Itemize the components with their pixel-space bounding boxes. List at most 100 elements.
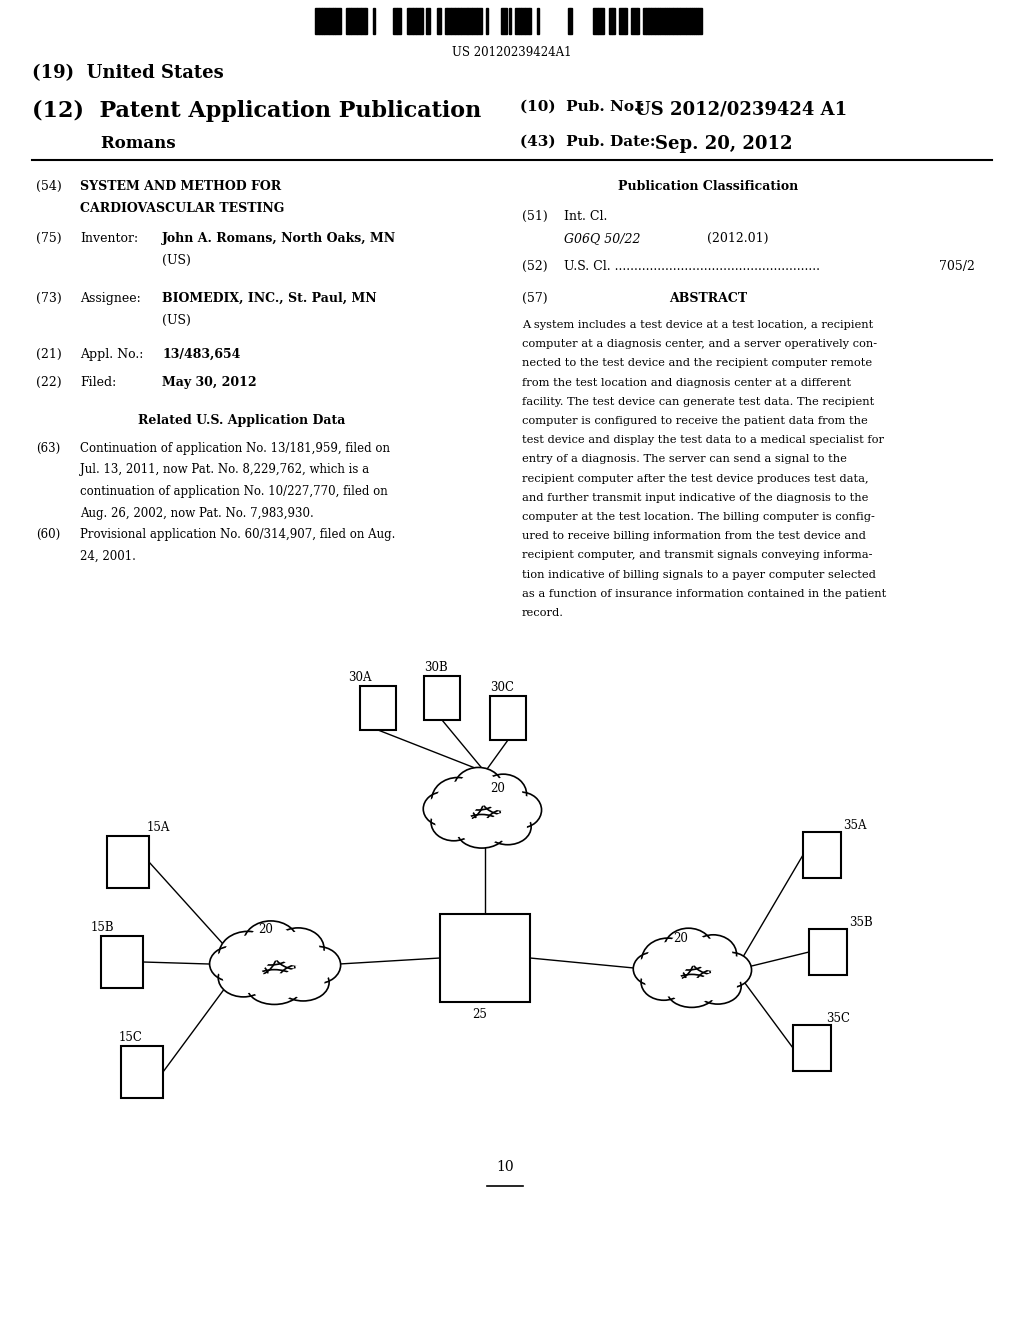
- Text: 15A: 15A: [147, 821, 170, 834]
- Bar: [668, 8, 670, 34]
- Bar: [793, 1026, 831, 1071]
- Bar: [646, 8, 647, 34]
- Text: 30B: 30B: [424, 661, 447, 675]
- Bar: [696, 8, 698, 34]
- Bar: [612, 8, 614, 34]
- Ellipse shape: [669, 932, 709, 966]
- Text: (43)  Pub. Date:: (43) Pub. Date:: [520, 135, 655, 149]
- Bar: [322, 8, 324, 34]
- Text: 705/2: 705/2: [939, 260, 975, 273]
- Ellipse shape: [664, 928, 713, 970]
- Bar: [468, 8, 472, 34]
- Bar: [501, 8, 507, 34]
- Bar: [567, 8, 570, 34]
- Ellipse shape: [272, 928, 324, 970]
- Text: 20: 20: [673, 932, 688, 945]
- Bar: [490, 696, 526, 741]
- Bar: [666, 8, 668, 34]
- Text: 13/483,654: 13/483,654: [162, 348, 241, 360]
- Bar: [467, 8, 468, 34]
- Ellipse shape: [698, 972, 737, 1001]
- Bar: [691, 8, 694, 34]
- Text: 35B: 35B: [849, 916, 872, 929]
- Ellipse shape: [218, 958, 268, 997]
- Bar: [515, 8, 519, 34]
- Ellipse shape: [252, 973, 297, 1002]
- Text: 30A: 30A: [348, 671, 372, 684]
- Bar: [319, 8, 322, 34]
- Text: Int. Cl.: Int. Cl.: [564, 210, 607, 223]
- Text: computer is configured to receive the patient data from the: computer is configured to receive the pa…: [522, 416, 867, 426]
- Bar: [349, 8, 351, 34]
- Bar: [360, 686, 396, 730]
- Text: Assignee:: Assignee:: [80, 292, 140, 305]
- Ellipse shape: [299, 950, 337, 981]
- Ellipse shape: [431, 804, 476, 841]
- Text: Appl. No.:: Appl. No.:: [80, 348, 143, 360]
- Ellipse shape: [672, 977, 712, 1005]
- Ellipse shape: [457, 814, 507, 847]
- Text: ABSTRACT: ABSTRACT: [669, 292, 748, 305]
- Text: facility. The test device can generate test data. The recipient: facility. The test device can generate t…: [522, 397, 874, 407]
- Ellipse shape: [278, 964, 329, 1001]
- Bar: [445, 8, 447, 34]
- Text: Aug. 26, 2002, now Pat. No. 7,983,930.: Aug. 26, 2002, now Pat. No. 7,983,930.: [80, 507, 313, 520]
- Bar: [674, 8, 677, 34]
- Ellipse shape: [249, 925, 293, 961]
- Ellipse shape: [484, 809, 531, 845]
- Ellipse shape: [454, 767, 503, 810]
- Text: 35A: 35A: [843, 818, 866, 832]
- Bar: [452, 8, 456, 34]
- Ellipse shape: [480, 774, 526, 814]
- Text: 20: 20: [490, 781, 505, 795]
- Bar: [346, 8, 349, 34]
- Text: Inventor:: Inventor:: [80, 232, 138, 246]
- Text: SYSTEM AND METHOD FOR: SYSTEM AND METHOD FOR: [80, 180, 282, 193]
- Ellipse shape: [427, 795, 459, 822]
- Text: Filed:: Filed:: [80, 376, 117, 389]
- Text: U.S. Cl. .....................................................: U.S. Cl. ...............................…: [564, 260, 820, 273]
- Ellipse shape: [247, 970, 302, 1005]
- Text: test device and display the test data to a medical specialist for: test device and display the test data to…: [522, 436, 884, 445]
- Text: May 30, 2012: May 30, 2012: [162, 376, 257, 389]
- Bar: [407, 8, 409, 34]
- Ellipse shape: [694, 939, 732, 970]
- Ellipse shape: [423, 792, 462, 826]
- Ellipse shape: [210, 946, 253, 981]
- Text: (2012.01): (2012.01): [707, 232, 768, 246]
- Text: record.: record.: [522, 609, 564, 618]
- Text: (51): (51): [522, 210, 548, 223]
- Bar: [456, 8, 458, 34]
- Ellipse shape: [690, 935, 736, 974]
- Bar: [632, 8, 637, 34]
- Ellipse shape: [667, 974, 717, 1007]
- Bar: [472, 8, 476, 34]
- Ellipse shape: [641, 964, 686, 1001]
- Text: Romans: Romans: [78, 135, 176, 152]
- Text: 35C: 35C: [826, 1012, 850, 1026]
- Bar: [686, 8, 690, 34]
- Bar: [680, 8, 686, 34]
- Bar: [651, 8, 655, 34]
- Text: (73): (73): [36, 292, 61, 305]
- Text: 10: 10: [497, 1160, 514, 1173]
- Text: 15C: 15C: [119, 1031, 143, 1044]
- Bar: [677, 8, 680, 34]
- Text: from the test location and diagnosis center at a different: from the test location and diagnosis cen…: [522, 378, 851, 388]
- Bar: [655, 8, 658, 34]
- Bar: [659, 8, 666, 34]
- Ellipse shape: [462, 817, 502, 845]
- Ellipse shape: [219, 932, 276, 978]
- Bar: [440, 913, 530, 1002]
- Text: computer at the test location. The billing computer is config-: computer at the test location. The billi…: [522, 512, 874, 521]
- Text: (54): (54): [36, 180, 61, 193]
- Text: 15B: 15B: [91, 921, 115, 935]
- Ellipse shape: [488, 812, 527, 841]
- Bar: [413, 8, 416, 34]
- Text: A system includes a test device at a test location, a recipient: A system includes a test device at a tes…: [522, 319, 873, 330]
- Ellipse shape: [714, 956, 748, 985]
- Text: and further transmit input indicative of the diagnosis to the: and further transmit input indicative of…: [522, 492, 868, 503]
- Ellipse shape: [436, 781, 479, 818]
- Text: (21): (21): [36, 348, 61, 360]
- Text: (52): (52): [522, 260, 548, 273]
